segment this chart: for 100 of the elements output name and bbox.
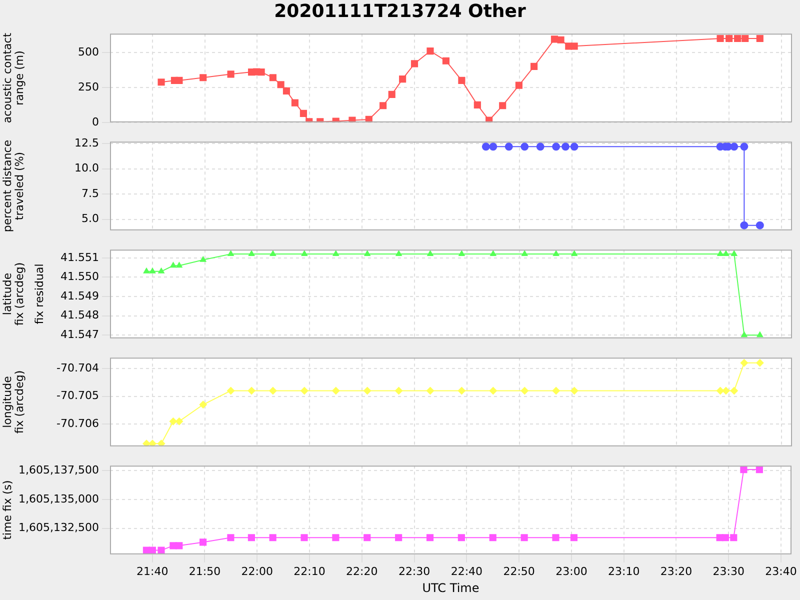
x-tick-label: 21:40 [136, 564, 168, 578]
point [570, 386, 578, 395]
x-tick-label: 23:40 [765, 564, 797, 578]
point [158, 78, 165, 86]
point [227, 250, 234, 256]
point [716, 250, 724, 256]
point [490, 250, 497, 256]
x-tick-label: 23:10 [608, 564, 640, 578]
point [570, 42, 578, 50]
y-tick-label: -70.705 [56, 389, 99, 402]
y-tick-label: 250 [78, 80, 99, 94]
point [200, 74, 207, 82]
point [740, 331, 748, 338]
point [269, 74, 276, 82]
point [388, 90, 396, 98]
point [269, 250, 276, 256]
y-tick-label: -70.704 [56, 361, 99, 374]
point [458, 76, 466, 84]
point [258, 68, 265, 76]
x-tick-label: 23:20 [660, 564, 692, 578]
point [277, 81, 284, 88]
y-axis-title: acoustic contact range (m) [0, 32, 26, 124]
y-tick-label: 1,605,135,000 [18, 492, 99, 506]
point [248, 386, 256, 395]
point [740, 358, 748, 367]
x-tick-label: 21:50 [188, 564, 221, 578]
point [722, 250, 730, 256]
y-tick-label: 500 [78, 45, 99, 58]
y-tick-label: 1,605,137,500 [18, 464, 99, 477]
y-tick-label: 7.5 [82, 186, 99, 200]
point [364, 250, 371, 256]
x-tick-label: 22:40 [450, 564, 483, 578]
y-tick-label: 41.550 [60, 270, 99, 284]
point [730, 250, 738, 256]
point [300, 110, 307, 117]
point [394, 386, 403, 395]
point [520, 386, 529, 395]
point [426, 250, 434, 256]
point [515, 82, 522, 89]
y-axis-title: time fix (s) [0, 480, 14, 540]
point [399, 76, 406, 83]
point [332, 386, 340, 395]
point [149, 267, 156, 274]
x-tick-label: 22:10 [294, 564, 326, 578]
point [442, 57, 450, 64]
y-tick-label: 41.551 [60, 250, 99, 264]
point [200, 256, 207, 262]
point [227, 70, 234, 78]
point [426, 386, 434, 395]
point [142, 440, 150, 446]
y-tick-label: 1,605,132,500 [18, 521, 99, 534]
point [426, 48, 434, 55]
point [226, 386, 235, 395]
chart-title: 20201111T213724 Other [273, 0, 527, 24]
point [499, 102, 506, 110]
point [726, 34, 733, 42]
x-axis-title: UTC Time [422, 580, 480, 595]
point [458, 386, 466, 395]
point [550, 36, 558, 43]
point [458, 250, 466, 256]
y-tick-label: 0 [92, 115, 99, 128]
point [552, 250, 560, 256]
point [552, 386, 560, 395]
point [756, 331, 764, 338]
point [268, 386, 277, 395]
point [176, 76, 183, 84]
x-tick-label: 22:20 [346, 564, 378, 578]
y-tick-label: 12.5 [74, 136, 99, 150]
y-axis-title: longitude fix (arcdeg) [0, 370, 26, 434]
point [410, 60, 418, 68]
point [489, 386, 498, 395]
point [521, 250, 528, 256]
point [380, 102, 387, 110]
x-tick-label: 23:30 [712, 564, 744, 578]
point [143, 267, 150, 274]
point [332, 250, 340, 256]
text: fix residual [32, 264, 46, 324]
point [291, 99, 299, 106]
y-tick-label: 41.549 [60, 289, 99, 302]
point [716, 386, 724, 395]
point [300, 386, 308, 395]
point [169, 417, 178, 426]
y-tick-label: 10.0 [74, 162, 99, 175]
y-axis-title: percent distance traveled (%) [0, 140, 26, 232]
point [395, 250, 402, 256]
point [199, 400, 208, 409]
point [716, 34, 724, 42]
x-tick-label: 23:00 [556, 564, 588, 578]
point [756, 34, 764, 42]
point [170, 262, 177, 268]
point [282, 87, 290, 94]
point [530, 62, 538, 70]
point [300, 250, 308, 256]
x-tick-label: 22:00 [241, 564, 273, 578]
point [730, 386, 738, 395]
y-tick-label: 5.0 [82, 212, 99, 226]
y-tick-label: 41.547 [60, 328, 99, 341]
point [248, 250, 256, 256]
point [157, 440, 166, 446]
point [557, 36, 564, 44]
